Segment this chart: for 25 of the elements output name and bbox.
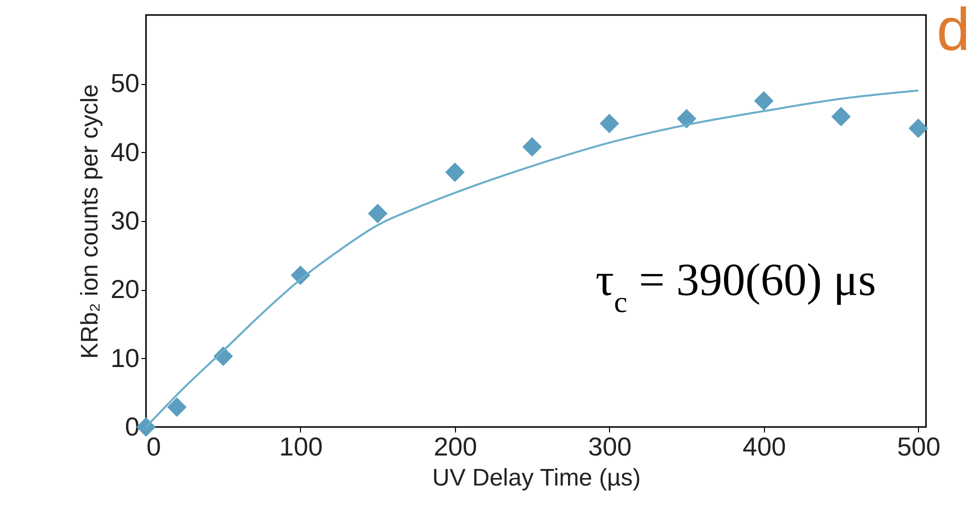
x-tick-label: 200 <box>434 432 478 462</box>
point <box>600 114 620 134</box>
y-tick-label: 0 <box>125 412 140 442</box>
point <box>445 162 465 182</box>
x-axis-title: UV Delay Time (µs) <box>432 464 641 492</box>
y-tick-label: 10 <box>110 342 140 373</box>
point <box>754 91 774 111</box>
point <box>368 204 388 224</box>
point <box>831 106 851 126</box>
annotation: τ$_{c}$ = 390(60) μs <box>596 254 876 318</box>
x-tick-label: 0 <box>146 432 161 462</box>
x-tick-label: 300 <box>588 432 632 462</box>
text: d <box>936 0 970 63</box>
point <box>908 118 928 138</box>
point <box>676 108 696 128</box>
y-tick-label: 20 <box>110 274 140 304</box>
x-tick-label: 400 <box>742 432 786 462</box>
x-tick-label: 100 <box>279 432 323 462</box>
y-tick-label: 30 <box>110 206 140 236</box>
y-axis-title: KRb₂ ion counts per cycle <box>76 84 104 359</box>
y-tick-label: 50 <box>110 68 140 98</box>
x-tick-label: 500 <box>897 432 940 462</box>
point <box>522 137 542 157</box>
point <box>167 397 187 417</box>
y-tick-label: 40 <box>110 136 140 167</box>
